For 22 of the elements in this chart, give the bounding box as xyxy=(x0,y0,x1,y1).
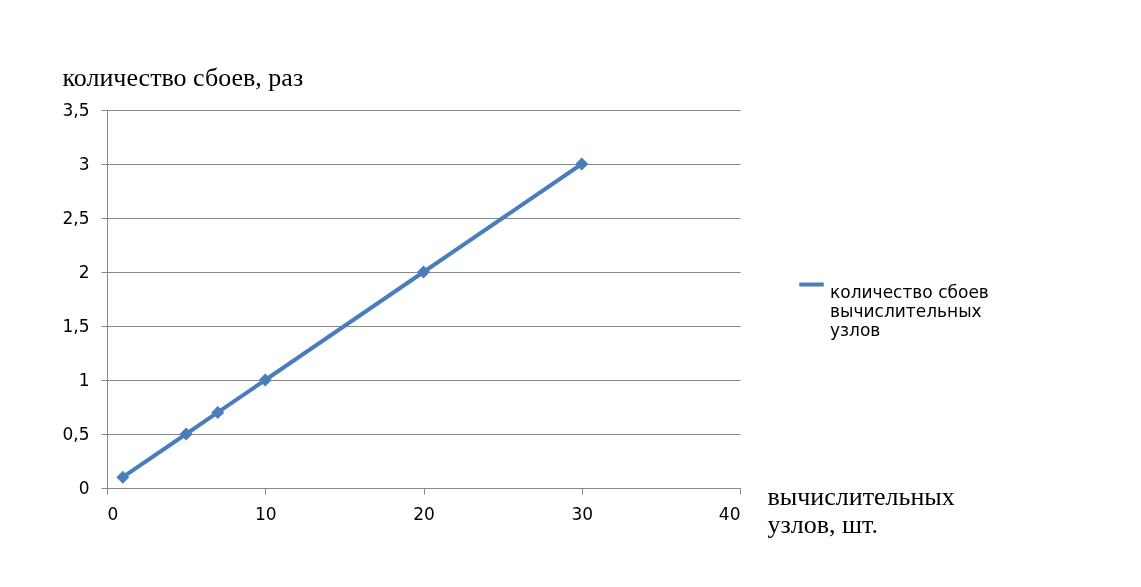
y-tick-label: 1,5 xyxy=(62,315,90,336)
y-axis-title: количество сбоев, раз xyxy=(62,62,304,92)
x-tick-label: 0 xyxy=(107,503,119,524)
y-tick-label: 0 xyxy=(78,477,90,498)
point xyxy=(258,373,272,387)
y-tick-label: 3 xyxy=(78,153,90,174)
point xyxy=(179,427,193,441)
point xyxy=(416,265,431,279)
y-tick-label: 1 xyxy=(78,369,90,390)
point xyxy=(116,470,130,484)
x-tick-label: 40 xyxy=(718,503,741,524)
point xyxy=(575,157,589,171)
x-axis-title: вычислительных узлов, шт. xyxy=(767,481,955,539)
x-tick-label: 10 xyxy=(254,503,277,524)
y-tick-label: 0,5 xyxy=(62,423,90,444)
y-tick-label: 2 xyxy=(78,261,90,282)
x-tick-label: 30 xyxy=(571,503,594,524)
point xyxy=(211,405,225,419)
legend-label: количество сбоев вычислительных узлов xyxy=(830,281,989,340)
x-tick-label: 20 xyxy=(413,503,435,524)
y-tick-label: 2,5 xyxy=(62,207,90,228)
y-tick-label: 3,5 xyxy=(62,99,90,120)
